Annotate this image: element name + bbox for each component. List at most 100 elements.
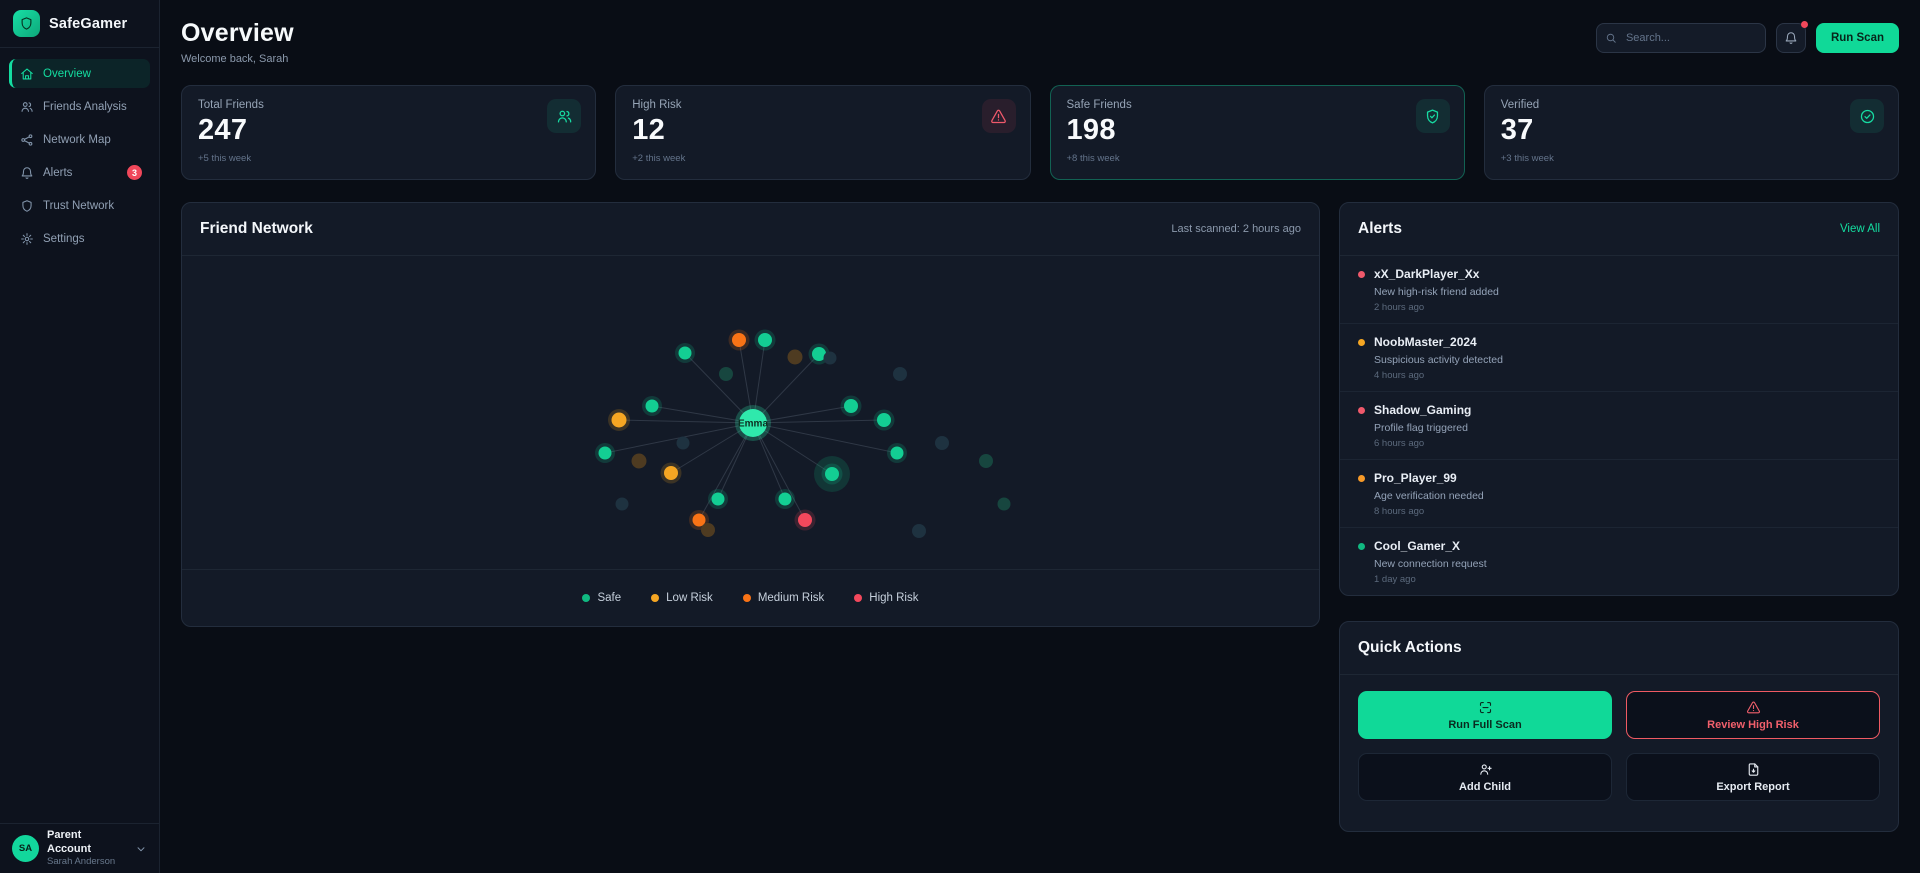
main-content: Overview Welcome back, Sarah Run Scan To… xyxy=(160,0,1920,873)
shield-check-icon xyxy=(1415,99,1450,133)
friend-node-safe[interactable] xyxy=(758,333,772,347)
alert-timestamp: 6 hours ago xyxy=(1374,438,1425,449)
center-node[interactable] xyxy=(739,409,767,437)
friend-node-safe[interactable] xyxy=(778,492,792,506)
shield-logo-icon xyxy=(13,10,40,37)
add-child-button[interactable]: Add Child xyxy=(1358,753,1612,801)
alerts-title: Alerts xyxy=(1358,220,1402,237)
graph-edge xyxy=(670,422,754,474)
quick-actions-header: Quick Actions xyxy=(1340,622,1898,675)
sidebar-item-overview[interactable]: Overview xyxy=(9,59,150,88)
app-logo: SafeGamer xyxy=(0,0,159,48)
sidebar-item-label: Friends Analysis xyxy=(43,100,127,113)
legend-label: High Risk xyxy=(869,592,919,604)
alert-item[interactable]: Pro_Player_99 Age verification needed 8 … xyxy=(1340,460,1898,528)
friend-node-high[interactable] xyxy=(798,513,812,527)
quick-actions-panel: Quick Actions Run Full Scan Review High … xyxy=(1339,621,1899,832)
friend-node-dim-teal xyxy=(997,497,1011,511)
friend-node-low[interactable] xyxy=(664,466,678,480)
sidebar-item-friends-analysis[interactable]: Friends Analysis xyxy=(9,92,150,121)
friend-node-safe[interactable] xyxy=(711,492,725,506)
legend-dot xyxy=(854,594,863,602)
friend-network-title: Friend Network xyxy=(200,220,313,237)
graph-edge xyxy=(684,352,754,424)
alert-message: New connection request xyxy=(1374,558,1487,570)
quick-actions-grid: Run Full Scan Review High Risk Add Child… xyxy=(1340,675,1898,817)
alerts-panel: Alerts View All xX_DarkPlayer_Xx New hig… xyxy=(1339,202,1899,596)
account-name: Parent Account xyxy=(47,828,91,855)
account-subtitle: Sarah Anderson xyxy=(47,856,116,868)
chevron-down-icon xyxy=(135,843,147,855)
run-scan-button[interactable]: Run Scan xyxy=(1815,23,1899,53)
alert-username: Cool_Gamer_X xyxy=(1374,539,1461,553)
friend-node-safe[interactable] xyxy=(678,346,692,360)
legend-label: Safe xyxy=(597,592,622,604)
alert-item[interactable]: Cool_Gamer_X New connection request 1 da… xyxy=(1340,528,1898,595)
alert-message: Profile flag triggered xyxy=(1374,422,1468,434)
friend-node-safe[interactable] xyxy=(825,467,839,481)
stat-delta: +3 this week xyxy=(1500,153,1554,164)
page-subtitle: Welcome back, Sarah xyxy=(181,53,289,65)
friend-node-safe[interactable] xyxy=(598,446,612,460)
run-full-scan-button[interactable]: Run Full Scan xyxy=(1358,691,1612,739)
graph-edge xyxy=(738,339,754,424)
friend-network-header: Friend Network Last scanned: 2 hours ago xyxy=(182,203,1319,256)
quick-actions-title: Quick Actions xyxy=(1358,639,1462,656)
friend-network-panel: Friend Network Last scanned: 2 hours ago… xyxy=(181,202,1320,627)
stat-delta: +5 this week xyxy=(198,153,252,164)
stats-row: Total Friends 247 +5 this week High Risk… xyxy=(181,85,1899,180)
alert-timestamp: 1 day ago xyxy=(1374,574,1416,585)
sidebar-item-network-map[interactable]: Network Map xyxy=(9,125,150,154)
alert-timestamp: 4 hours ago xyxy=(1374,370,1425,381)
graph-edge xyxy=(618,419,754,424)
alerts-header: Alerts View All xyxy=(1340,203,1898,256)
topbar: Overview Welcome back, Sarah Run Scan xyxy=(181,19,1899,65)
friend-node-low[interactable] xyxy=(611,412,627,428)
sidebar-item-alerts[interactable]: Alerts 3 xyxy=(9,158,150,187)
stat-label: High Risk xyxy=(632,99,682,111)
stat-card-total-friends: Total Friends 247 +5 this week xyxy=(181,85,597,180)
friend-node-safe[interactable] xyxy=(890,446,904,460)
home-icon xyxy=(20,67,34,81)
search-input[interactable] xyxy=(1595,23,1766,53)
legend-item-low-risk: Low Risk xyxy=(651,592,713,604)
view-all-link[interactable]: View All xyxy=(1839,223,1880,235)
review-high-risk-button[interactable]: Review High Risk xyxy=(1626,691,1880,739)
alert-item[interactable]: NoobMaster_2024 Suspicious activity dete… xyxy=(1340,324,1898,392)
sidebar-item-settings[interactable]: Settings xyxy=(9,224,150,253)
page-heading: Overview Welcome back, Sarah xyxy=(181,19,294,65)
friend-node-medium[interactable] xyxy=(692,513,706,527)
graph-edge xyxy=(752,422,833,475)
alert-item[interactable]: xX_DarkPlayer_Xx New high-risk friend ad… xyxy=(1340,256,1898,324)
search-icon xyxy=(1605,31,1617,49)
friend-node-dim-brown xyxy=(787,349,803,365)
severity-dot xyxy=(1358,406,1365,414)
network-graph[interactable]: Emma xyxy=(182,256,1319,569)
avatar: SA xyxy=(12,835,39,862)
sidebar-item-trust-network[interactable]: Trust Network xyxy=(9,191,150,220)
friend-node-safe[interactable] xyxy=(645,399,659,413)
app-title: SafeGamer xyxy=(49,15,128,32)
friend-node-dim-slate xyxy=(823,351,837,365)
sidebar-item-label: Trust Network xyxy=(43,199,115,212)
friend-node-dim-brown xyxy=(631,453,647,469)
account-switcher[interactable]: SA Parent Account Sarah Anderson xyxy=(0,823,159,873)
friend-node-medium[interactable] xyxy=(732,333,746,347)
stat-value: 198 xyxy=(1066,114,1116,146)
notifications-button[interactable] xyxy=(1775,21,1808,53)
alert-item[interactable]: Shadow_Gaming Profile flag triggered 6 h… xyxy=(1340,392,1898,460)
friend-node-safe[interactable] xyxy=(812,347,826,361)
stat-value: 37 xyxy=(1500,114,1534,146)
export-report-button[interactable]: Export Report xyxy=(1626,753,1880,801)
friend-node-safe[interactable] xyxy=(877,413,891,427)
graph-edge xyxy=(651,405,754,424)
quick-action-label: Run Full Scan xyxy=(1448,718,1522,731)
user-plus-icon xyxy=(1478,762,1493,777)
graph-edge xyxy=(698,422,754,521)
friend-node-safe[interactable] xyxy=(844,399,858,413)
content-row: Friend Network Last scanned: 2 hours ago… xyxy=(181,202,1899,832)
severity-dot xyxy=(1358,270,1365,278)
severity-dot xyxy=(1358,338,1365,346)
legend-label: Low Risk xyxy=(666,592,713,604)
severity-dot xyxy=(1358,474,1365,482)
